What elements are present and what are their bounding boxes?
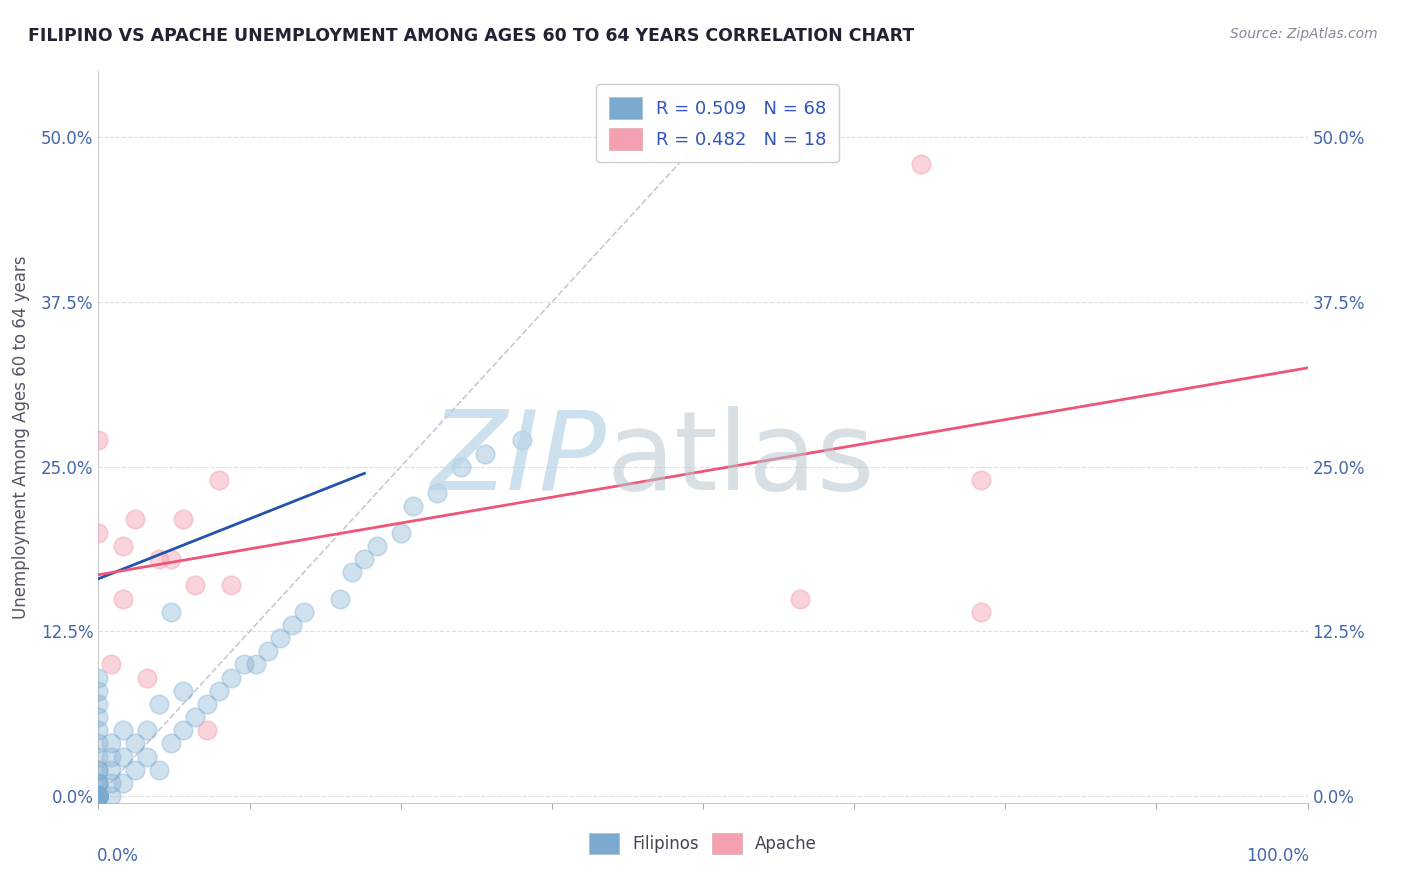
Point (87, 763, 110, 777)
Point (353, 552, 375, 566)
Point (148, 552, 170, 566)
Point (208, 473, 231, 487)
Point (87, 789, 110, 804)
Text: 100.0%: 100.0% (1246, 847, 1309, 864)
Point (221, 671, 243, 685)
Point (184, 710, 207, 724)
Point (195, 723, 218, 738)
Point (135, 749, 157, 764)
Point (970, 605, 993, 619)
Point (87, 776, 110, 790)
Point (87, 789, 110, 804)
Point (111, 591, 134, 606)
Point (450, 459, 472, 474)
Point (148, 763, 170, 777)
Point (269, 631, 291, 645)
Point (87, 789, 110, 804)
Point (366, 539, 388, 553)
Text: ZIP: ZIP (430, 406, 606, 513)
Point (87, 749, 110, 764)
Point (87, 789, 110, 804)
Point (100, 749, 122, 764)
Point (87, 723, 110, 738)
Text: atlas: atlas (606, 406, 875, 513)
Point (160, 737, 183, 751)
Point (87, 683, 110, 698)
Point (87, 789, 110, 804)
Point (100, 789, 122, 804)
Point (474, 446, 496, 460)
Point (160, 605, 183, 619)
Point (100, 763, 122, 777)
Point (124, 763, 146, 777)
Point (160, 552, 183, 566)
Point (402, 500, 425, 514)
Point (970, 473, 993, 487)
Point (87, 776, 110, 790)
Point (111, 723, 134, 738)
Point (87, 789, 110, 804)
Point (87, 789, 110, 804)
Point (510, 434, 533, 448)
Point (172, 723, 194, 738)
Point (87, 789, 110, 804)
Point (135, 671, 157, 685)
Text: FILIPINO VS APACHE UNEMPLOYMENT AMONG AGES 60 TO 64 YEARS CORRELATION CHART: FILIPINO VS APACHE UNEMPLOYMENT AMONG AG… (28, 27, 914, 45)
Point (87, 789, 110, 804)
Point (135, 723, 157, 738)
Point (910, 156, 932, 170)
Text: Source: ZipAtlas.com: Source: ZipAtlas.com (1230, 27, 1378, 41)
Point (256, 644, 278, 658)
Point (389, 525, 412, 540)
Point (87, 789, 110, 804)
Point (87, 789, 110, 804)
Point (87, 697, 110, 711)
Point (426, 486, 449, 500)
Point (789, 591, 811, 606)
Point (172, 683, 194, 698)
Point (87, 710, 110, 724)
Point (124, 512, 146, 526)
Point (87, 789, 110, 804)
Point (87, 763, 110, 777)
Point (87, 737, 110, 751)
Point (124, 737, 146, 751)
Point (87, 525, 110, 540)
Point (100, 776, 122, 790)
Point (87, 434, 110, 448)
Point (148, 697, 170, 711)
Point (111, 749, 134, 764)
Point (184, 578, 207, 592)
Point (342, 565, 364, 579)
Point (221, 578, 243, 592)
Point (100, 657, 122, 672)
Point (195, 697, 218, 711)
Point (232, 657, 254, 672)
Point (329, 591, 352, 606)
Point (87, 789, 110, 804)
Point (292, 605, 315, 619)
Point (111, 539, 134, 553)
Point (87, 671, 110, 685)
Point (208, 683, 231, 698)
Point (172, 512, 194, 526)
Point (87, 789, 110, 804)
Legend: Filipinos, Apache: Filipinos, Apache (582, 827, 824, 860)
Point (111, 776, 134, 790)
Point (281, 618, 304, 632)
Point (87, 776, 110, 790)
Point (87, 789, 110, 804)
Point (87, 789, 110, 804)
Point (87, 789, 110, 804)
Y-axis label: Unemployment Among Ages 60 to 64 years: Unemployment Among Ages 60 to 64 years (11, 255, 30, 619)
Point (100, 737, 122, 751)
Point (245, 657, 267, 672)
Point (87, 789, 110, 804)
Text: 0.0%: 0.0% (97, 847, 139, 864)
